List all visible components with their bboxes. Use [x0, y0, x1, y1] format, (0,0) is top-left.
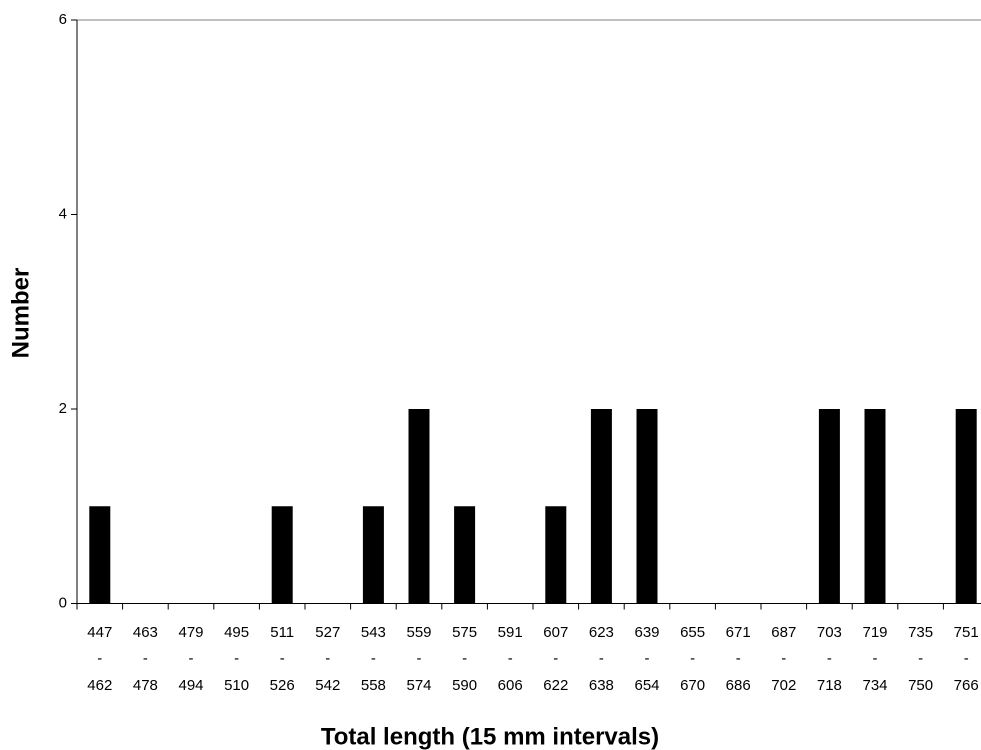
x-tick-label: 735 - 750 — [908, 624, 933, 694]
x-tick-label-line: - — [234, 650, 239, 667]
x-tick-label-line: - — [371, 650, 376, 667]
x-tick-label-line: 542 — [315, 677, 340, 694]
x-tick-label-line: 559 — [406, 624, 431, 641]
bar — [818, 409, 840, 604]
x-tick-label-line: - — [690, 650, 695, 667]
x-tick-label: 527 - 542 — [315, 624, 340, 694]
x-tick-label-line: - — [781, 650, 786, 667]
x-tick-label-line: - — [918, 650, 923, 667]
x-tick-label-line: 638 — [589, 677, 614, 694]
x-tick-label: 655 - 670 — [680, 624, 705, 694]
x-tick-label-line: 655 — [680, 624, 705, 641]
x-tick-label: 479 - 494 — [178, 624, 203, 694]
bar — [636, 409, 658, 604]
x-tick-label-line: 622 — [543, 677, 568, 694]
x-tick-label-line: 687 — [771, 624, 796, 641]
x-tick-label-line: 702 — [771, 677, 796, 694]
bar — [864, 409, 886, 604]
bar — [545, 506, 567, 604]
x-tick-label-line: 750 — [908, 677, 933, 694]
x-tick-label-line: 575 — [452, 624, 477, 641]
x-tick-label-line: 527 — [315, 624, 340, 641]
x-tick-label: 639 - 654 — [634, 624, 659, 694]
x-tick-label-line: - — [508, 650, 513, 667]
x-tick-label: 751 - 766 — [954, 624, 979, 694]
bar — [362, 506, 384, 604]
x-tick-label-line: 671 — [726, 624, 751, 641]
x-tick-label-line: 607 — [543, 624, 568, 641]
x-tick-label-line: 558 — [361, 677, 386, 694]
x-tick-label: 623 - 638 — [589, 624, 614, 694]
x-tick-label-line: - — [325, 650, 330, 667]
bar — [454, 506, 476, 604]
x-tick-label: 543 - 558 — [361, 624, 386, 694]
x-tick-label-line: 511 — [270, 624, 294, 641]
x-tick-label: 687 - 702 — [771, 624, 796, 694]
x-tick-label: 495 - 510 — [224, 624, 249, 694]
x-tick-label: 511 - 526 — [270, 624, 295, 694]
x-tick-label-line: 719 — [862, 624, 887, 641]
x-tick-label-line: - — [873, 650, 878, 667]
x-tick-label-line: 606 — [498, 677, 523, 694]
x-tick-label: 671 - 686 — [726, 624, 751, 694]
x-tick-label-line: 734 — [862, 677, 887, 694]
x-tick-label-line: - — [736, 650, 741, 667]
y-tick-label: 2 — [59, 400, 67, 417]
x-tick-label-line: 510 — [224, 677, 249, 694]
x-tick-label-line: 574 — [406, 677, 431, 694]
bar — [89, 506, 111, 604]
x-tick-label-line: - — [964, 650, 969, 667]
x-tick-label-line: 526 — [270, 677, 295, 694]
x-tick-label-line: - — [462, 650, 467, 667]
x-tick-label-line: 751 — [954, 624, 979, 641]
x-tick-label-line: 495 — [224, 624, 249, 641]
y-tick-label: 0 — [59, 594, 67, 611]
y-tick-label: 4 — [59, 205, 67, 222]
bar — [271, 506, 293, 604]
x-tick-label-line: 686 — [726, 677, 751, 694]
x-tick-label-line: - — [645, 650, 650, 667]
x-tick-label-line: 494 — [178, 677, 203, 694]
x-tick-label-line: - — [553, 650, 558, 667]
x-tick-label-line: 670 — [680, 677, 705, 694]
x-tick-label-line: - — [417, 650, 422, 667]
x-tick-label-line: - — [827, 650, 832, 667]
x-tick-label-line: 447 — [87, 624, 112, 641]
x-tick-label-line: 463 — [133, 624, 158, 641]
x-tick-label: 559 - 574 — [406, 624, 431, 694]
x-axis-title: Total length (15 mm intervals) — [321, 723, 659, 750]
x-tick-label-line: 623 — [589, 624, 614, 641]
x-tick-label-line: - — [280, 650, 285, 667]
x-tick-label-line: - — [189, 650, 194, 667]
y-axis-title: Number — [7, 268, 34, 359]
x-tick-label: 607 - 622 — [543, 624, 568, 694]
x-tick-label-line: 639 — [634, 624, 659, 641]
bar — [955, 409, 977, 604]
x-tick-label-line: 718 — [817, 677, 842, 694]
x-tick-label-line: 735 — [908, 624, 933, 641]
x-tick-label-line: 462 — [87, 677, 112, 694]
x-tick-label: 703 - 718 — [817, 624, 842, 694]
bar — [408, 409, 430, 604]
x-tick-label-line: 766 — [954, 677, 979, 694]
x-tick-label-line: - — [143, 650, 148, 667]
x-tick-label-line: 478 — [133, 677, 158, 694]
bar — [590, 409, 612, 604]
x-tick-label-line: 591 — [498, 624, 523, 641]
x-tick-label: 719 - 734 — [862, 624, 887, 694]
x-tick-label-line: 703 — [817, 624, 842, 641]
x-tick-label: 447 - 462 — [87, 624, 112, 694]
x-tick-label-line: 590 — [452, 677, 477, 694]
y-tick-label: 6 — [59, 11, 67, 28]
x-tick-label: 591 - 606 — [498, 624, 523, 694]
x-tick-label-line: - — [97, 650, 102, 667]
x-tick-label: 463 - 478 — [133, 624, 158, 694]
x-tick-label-line: 654 — [634, 677, 659, 694]
x-tick-label: 575 - 590 — [452, 624, 477, 694]
x-tick-label-line: - — [599, 650, 604, 667]
x-tick-label-line: 543 — [361, 624, 386, 641]
x-tick-label-line: 479 — [178, 624, 203, 641]
